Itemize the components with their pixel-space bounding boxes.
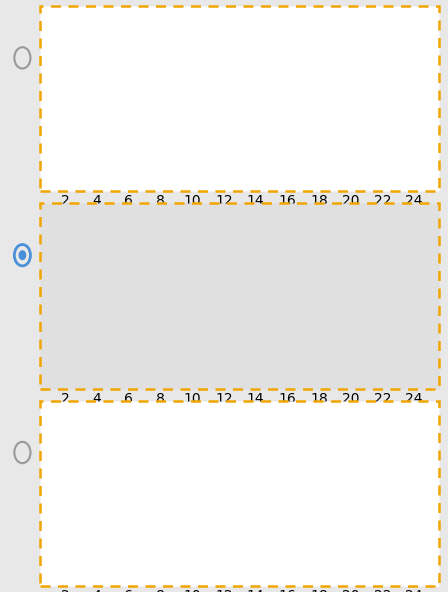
Bar — [192, 300, 255, 343]
Text: Number of Students in Classes: Number of Students in Classes — [52, 437, 341, 455]
Bar — [176, 102, 287, 146]
Text: Number of Students in Classes: Number of Students in Classes — [52, 43, 341, 60]
Bar — [192, 497, 319, 540]
Text: Number of Students in Classes: Number of Students in Classes — [52, 240, 341, 258]
